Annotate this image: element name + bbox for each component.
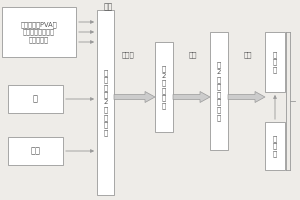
Text: 搅拌: 搅拌 bbox=[244, 52, 252, 58]
Text: 拌
合
料: 拌 合 料 bbox=[273, 51, 277, 73]
Bar bbox=[2, 7, 76, 57]
Bar bbox=[8, 137, 63, 165]
Bar bbox=[155, 42, 173, 132]
Bar bbox=[265, 32, 285, 92]
Text: 共
同
加
入
2
中
，
搅
拌: 共 同 加 入 2 中 ， 搅 拌 bbox=[103, 69, 108, 136]
Bar bbox=[8, 85, 63, 113]
Bar bbox=[265, 122, 285, 170]
Text: 在１中加入PVA纤
维、橡胶粉、松煤
灰、乳胶粉: 在１中加入PVA纤 维、橡胶粉、松煤 灰、乳胶粉 bbox=[21, 21, 57, 43]
Text: 搅拌: 搅拌 bbox=[189, 52, 197, 58]
Text: 砂: 砂 bbox=[33, 95, 38, 104]
Polygon shape bbox=[173, 92, 210, 102]
Polygon shape bbox=[114, 92, 155, 102]
Text: 水泥: 水泥 bbox=[31, 146, 40, 156]
Text: 在
2
中
加
入
水: 在 2 中 加 入 水 bbox=[162, 65, 166, 109]
Text: 干搅拌: 干搅拌 bbox=[122, 52, 134, 58]
Text: 在
2
中
加
入
减
水
剂: 在 2 中 加 入 减 水 剂 bbox=[217, 61, 221, 121]
Bar bbox=[97, 10, 114, 195]
Polygon shape bbox=[228, 92, 265, 102]
Bar bbox=[210, 32, 228, 150]
Text: 搅拌: 搅拌 bbox=[103, 2, 112, 11]
Text: 进
速
示: 进 速 示 bbox=[273, 135, 277, 157]
